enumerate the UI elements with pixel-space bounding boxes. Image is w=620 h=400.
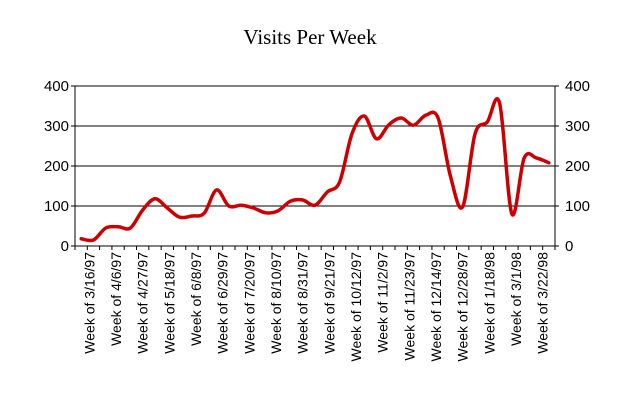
y-tick-label-left-100: 100 [44, 198, 69, 215]
y-tick-label-left-0: 0 [61, 238, 69, 255]
x-tick-label: Week of 12/28/97 [455, 252, 471, 362]
x-tick-label: Week of 11/2/97 [375, 252, 391, 353]
x-tick-label: Week of 10/12/97 [348, 252, 364, 362]
y-tick-label-left-300: 300 [44, 118, 69, 135]
x-tick-label: Week of 11/23/97 [401, 252, 417, 361]
x-tick-label: Week of 7/20/97 [241, 252, 257, 354]
x-tick-label: Week of 9/21/97 [321, 252, 337, 354]
x-tick-label: Week of 6/8/97 [188, 252, 204, 346]
x-axis: Week of 3/16/97 Week of 4/6/97 Week of 4/2… [74, 246, 556, 362]
x-tick-label: Week of 12/14/97 [428, 252, 444, 362]
x-tick-label: Week of 8/31/97 [295, 252, 311, 354]
x-tick-label: Week of 6/29/97 [215, 252, 231, 354]
y-tick-label-left-200: 200 [44, 158, 69, 175]
x-tick-label: Week of 3/16/97 [81, 252, 97, 354]
y-tick-label-right-300: 300 [565, 118, 590, 135]
x-tick-label: Week of 5/18/97 [161, 252, 177, 354]
x-tick-label: Week of 4/6/97 [108, 252, 124, 346]
y-tick-label-left-400: 400 [44, 78, 69, 95]
x-tick-label: Week of 3/22/98 [535, 252, 551, 354]
visits-series-line [79, 97, 551, 243]
x-tick-label: Week of 3/1/98 [508, 252, 524, 346]
y-axis-right: 0 100 200 300 400 [555, 78, 590, 255]
x-tick-label: Week of 4/27/97 [135, 252, 151, 354]
y-axis-left: 0 100 200 300 400 [44, 78, 75, 255]
y-tick-label-right-400: 400 [565, 78, 590, 95]
chart-title: Visits Per Week [243, 25, 377, 49]
x-tick-label: Week of 8/10/97 [268, 252, 284, 354]
y-tick-label-right-0: 0 [565, 238, 573, 255]
gridlines [75, 85, 555, 247]
y-tick-label-right-100: 100 [565, 198, 590, 215]
y-tick-label-right-200: 200 [565, 158, 590, 175]
x-tick-label: Week of 1/18/98 [481, 252, 497, 354]
